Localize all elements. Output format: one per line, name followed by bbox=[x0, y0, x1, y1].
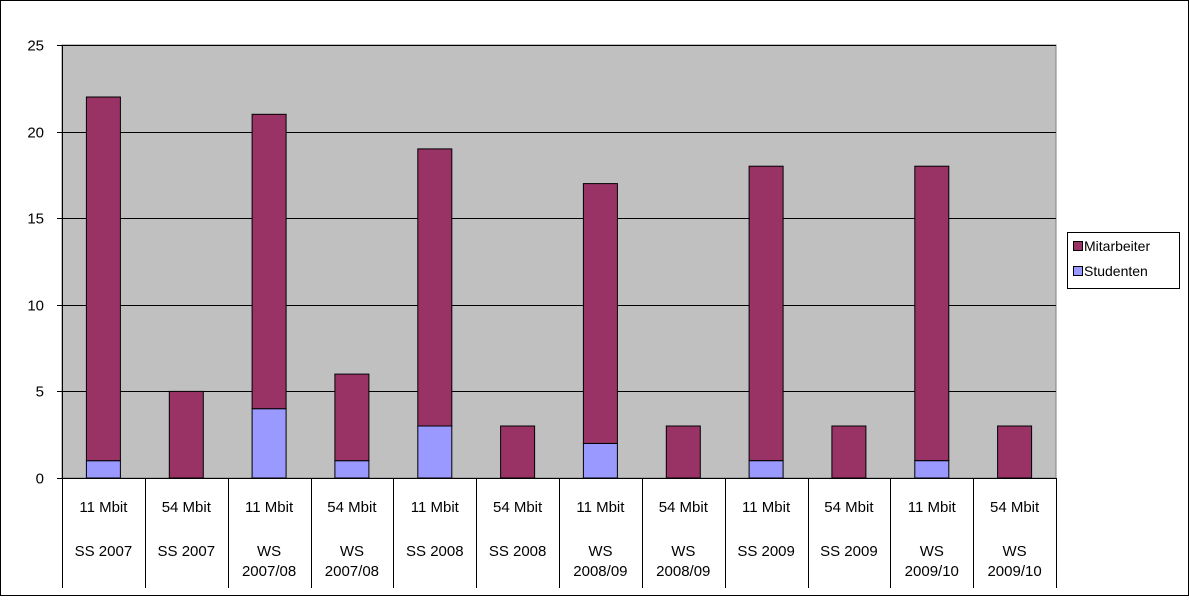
y-tick-label: 10 bbox=[27, 298, 44, 315]
bar-mitarbeiter bbox=[251, 113, 287, 410]
y-tick-label: 0 bbox=[36, 471, 44, 488]
bar-studenten bbox=[251, 408, 287, 479]
x-tick-label-speed: 11 Mbit bbox=[79, 499, 128, 516]
bar-mitarbeiter bbox=[85, 96, 121, 462]
x-tick-label-semester: WS bbox=[1003, 543, 1027, 560]
x-tick-label-semester: WS bbox=[588, 543, 612, 560]
bar-studenten bbox=[85, 460, 121, 479]
bar-studenten bbox=[582, 442, 618, 479]
legend: Mitarbeiter Studenten bbox=[1067, 232, 1180, 289]
y-tick-label: 25 bbox=[27, 38, 44, 55]
x-tick-label-speed: 11 Mbit bbox=[576, 499, 625, 516]
y-tick-label: 20 bbox=[27, 125, 44, 142]
bar-mitarbeiter bbox=[582, 183, 618, 444]
x-tick-label-speed: 11 Mbit bbox=[742, 499, 791, 516]
bar-mitarbeiter bbox=[914, 165, 950, 462]
x-tick-label-semester: SS 2009 bbox=[820, 543, 878, 560]
x-tick-label-speed: 54 Mbit bbox=[162, 499, 212, 516]
bar-studenten bbox=[417, 425, 453, 479]
legend-box bbox=[1067, 232, 1180, 289]
legend-label-mitarbeiter: Mitarbeiter bbox=[1084, 238, 1150, 254]
bar-mitarbeiter bbox=[500, 425, 536, 479]
bar-mitarbeiter bbox=[417, 148, 453, 427]
x-tick-label-semester: SS 2008 bbox=[489, 543, 547, 560]
x-tick-label-speed: 54 Mbit bbox=[659, 499, 709, 516]
y-tick-label: 5 bbox=[36, 384, 44, 401]
bar-mitarbeiter bbox=[665, 425, 701, 479]
x-tick-label-speed: 11 Mbit bbox=[411, 499, 460, 516]
bar-studenten bbox=[334, 460, 370, 479]
x-tick-label-semester-line2: 2008/09 bbox=[656, 563, 710, 580]
x-tick-label-speed: 11 Mbit bbox=[245, 499, 294, 516]
bar-studenten bbox=[748, 460, 784, 479]
bar-mitarbeiter bbox=[168, 390, 204, 479]
legend-swatch-mitarbeiter bbox=[1073, 241, 1083, 251]
bar-mitarbeiter bbox=[997, 425, 1033, 479]
x-tick-label-semester: SS 2008 bbox=[406, 543, 464, 560]
x-tick-label-speed: 54 Mbit bbox=[824, 499, 874, 516]
bar-mitarbeiter bbox=[748, 165, 784, 462]
bar-mitarbeiter bbox=[334, 373, 370, 462]
x-tick-label-semester: SS 2007 bbox=[75, 543, 133, 560]
x-tick-label-speed: 54 Mbit bbox=[327, 499, 377, 516]
x-tick-label-semester-line2: 2009/10 bbox=[987, 563, 1041, 580]
x-tick-label-semester-line2: 2007/08 bbox=[325, 563, 379, 580]
legend-label-studenten: Studenten bbox=[1084, 263, 1148, 279]
x-tick-label-semester: SS 2009 bbox=[737, 543, 795, 560]
x-tick-label-semester-line2: 2009/10 bbox=[905, 563, 959, 580]
plot-area bbox=[61, 44, 1057, 479]
x-tick-label-semester: WS bbox=[920, 543, 944, 560]
x-tick-label-semester: SS 2007 bbox=[158, 543, 216, 560]
x-tick-label-semester: WS bbox=[340, 543, 364, 560]
x-tick-label-semester: WS bbox=[257, 543, 281, 560]
legend-swatch-studenten bbox=[1073, 266, 1083, 276]
x-tick-label-speed: 54 Mbit bbox=[990, 499, 1040, 516]
x-tick-label-speed: 54 Mbit bbox=[493, 499, 543, 516]
bars bbox=[85, 96, 1033, 479]
x-tick-label-semester: WS bbox=[671, 543, 695, 560]
bar-mitarbeiter bbox=[831, 425, 867, 479]
axis-labels: 11 Mbit SS 2007 54 Mbit SS 2007 11 Mbit WS 200… bbox=[62, 478, 1057, 588]
x-tick-label-speed: 11 Mbit bbox=[908, 499, 957, 516]
x-tick-label-semester-line2: 2008/09 bbox=[573, 563, 627, 580]
y-tick-label: 15 bbox=[27, 211, 44, 228]
x-tick-label-semester-line2: 2007/08 bbox=[242, 563, 296, 580]
plot-background bbox=[61, 44, 1057, 479]
bar-studenten bbox=[914, 460, 950, 479]
